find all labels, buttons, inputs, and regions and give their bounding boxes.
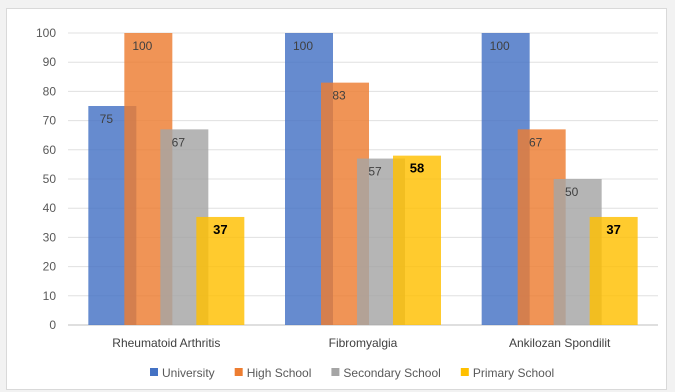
bar: [196, 216, 245, 325]
y-tick-label: 90: [43, 55, 57, 69]
y-axis-ticks: 0 10 20 30 40 50 60 70 80 90 100: [36, 26, 56, 332]
legend-swatch: [150, 368, 158, 376]
y-tick-label: 10: [43, 289, 57, 303]
legend-swatch: [234, 368, 243, 376]
x-axis-categories: Rheumatoid Arthritis Fibromyalgia Ankiloza…: [112, 336, 611, 350]
data-label: 37: [606, 222, 620, 237]
y-tick-label: 0: [49, 318, 56, 332]
bar: [393, 155, 441, 325]
legend-label: Secondary School: [343, 366, 440, 380]
y-tick-label: 80: [43, 84, 57, 98]
x-category-label: Fibromyalgia: [329, 336, 398, 350]
data-label: 100: [293, 39, 313, 53]
data-label: 37: [213, 222, 227, 237]
bar: [589, 216, 638, 325]
data-label: 67: [172, 135, 186, 149]
y-tick-label: 50: [43, 172, 57, 186]
y-tick-label: 30: [43, 230, 57, 244]
legend-label: Primary School: [473, 366, 554, 380]
bars: [88, 33, 638, 325]
legend-swatch: [460, 368, 469, 376]
y-tick-label: 20: [43, 260, 57, 274]
x-category-label: Rheumatoid Arthritis: [112, 336, 220, 350]
legend-label: High School: [247, 366, 312, 380]
data-label: 100: [490, 39, 510, 53]
legend: University High School Secondary School Pri…: [150, 366, 554, 380]
y-tick-label: 40: [43, 201, 57, 215]
data-label: 83: [332, 89, 346, 103]
y-tick-label: 70: [43, 114, 57, 128]
legend-swatch: [331, 368, 340, 376]
data-label: 100: [132, 39, 152, 53]
data-label: 50: [565, 185, 579, 199]
data-label: 67: [529, 135, 543, 149]
x-category-label: Ankilozan Spondilit: [509, 336, 611, 350]
data-label: 57: [368, 165, 382, 179]
data-labels: 75 100 67 37 100 83 57 58 100 67 50 37: [100, 39, 621, 237]
y-tick-label: 100: [36, 26, 56, 40]
data-label: 58: [410, 161, 424, 176]
legend-label: University: [162, 366, 215, 380]
data-label: 75: [100, 112, 114, 126]
y-tick-label: 60: [43, 143, 57, 157]
